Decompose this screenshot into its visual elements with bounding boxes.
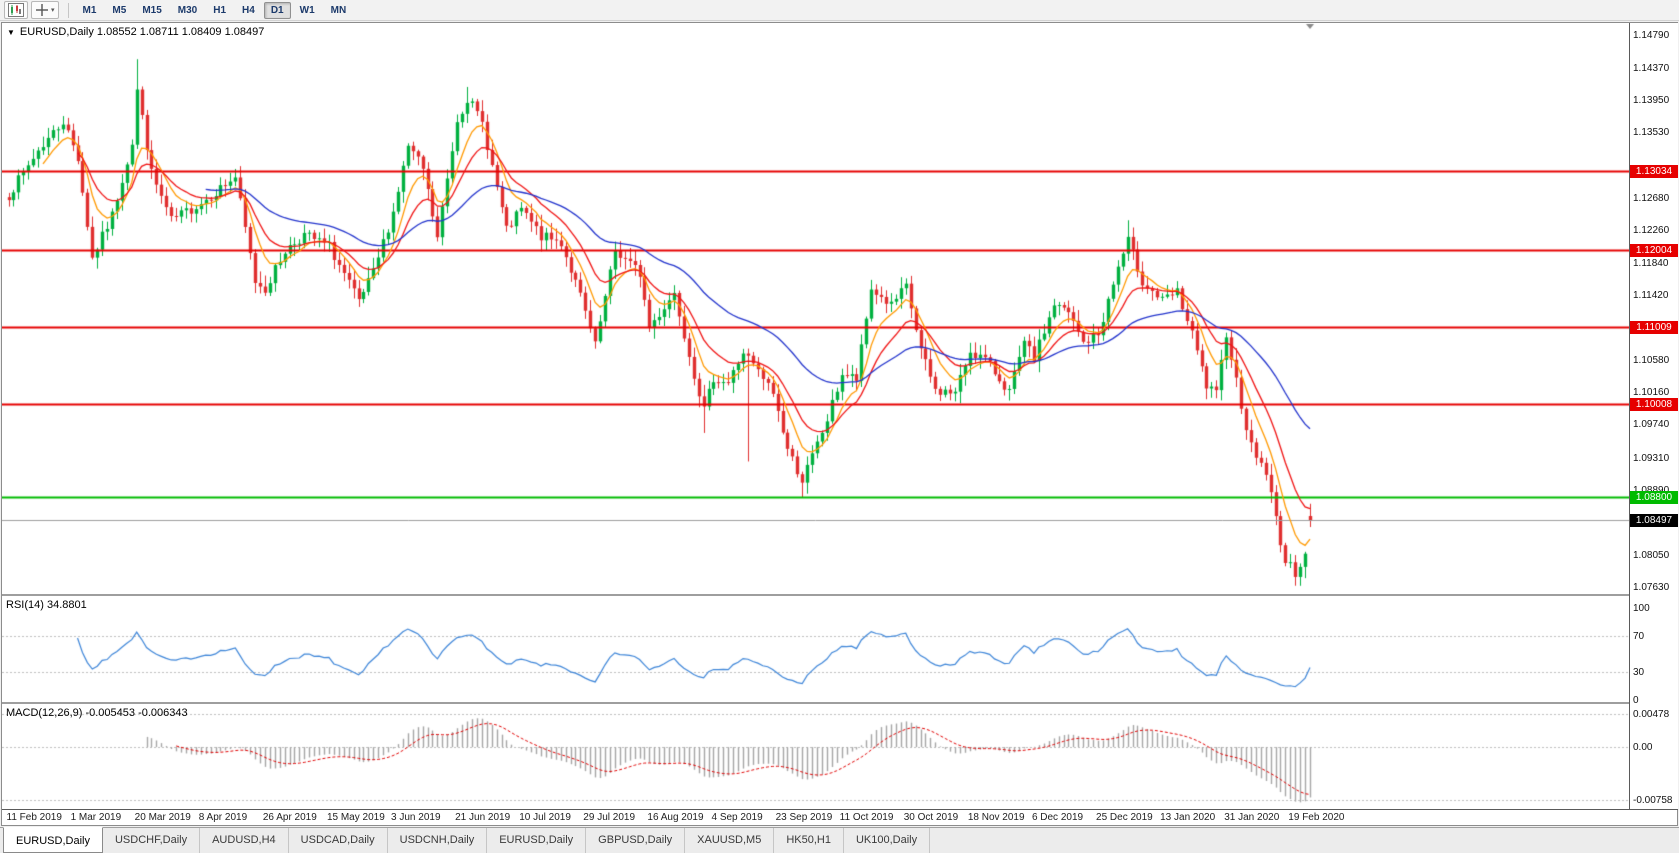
time-axis-label: 25 Dec 2019	[1096, 812, 1153, 823]
timeframe-button-h1[interactable]: H1	[213, 4, 227, 16]
time-axis-label: 19 Feb 2020	[1288, 812, 1345, 823]
timeframe-button-h4[interactable]: H4	[242, 4, 255, 16]
chart-tab-usdcad-daily[interactable]: USDCAD,Daily	[289, 828, 388, 853]
chart-tab-eurusd-daily[interactable]: EURUSD,Daily	[3, 827, 103, 853]
time-axis-label: 16 Aug 2019	[647, 812, 704, 823]
rsi-indicator-label: RSI(14) 34.8801	[6, 599, 87, 611]
timeframe-button-m30[interactable]: M30	[177, 4, 198, 16]
chart-window-icon[interactable]	[4, 1, 28, 19]
price-level-tag: 1.11009	[1630, 320, 1678, 334]
time-axis-label: 15 May 2019	[326, 812, 385, 823]
time-axis-label: 20 Mar 2019	[134, 812, 191, 823]
chart-title: ▼ EURUSD,Daily 1.08552 1.08711 1.08409 1…	[7, 26, 264, 38]
timeframe-button-m1[interactable]: M1	[82, 4, 97, 16]
timeframe-button-w1[interactable]: W1	[299, 4, 315, 16]
price-axis-label: 1.10580	[1633, 354, 1670, 366]
price-level-tag: 1.08800	[1630, 490, 1678, 504]
dropdown-caret-icon[interactable]: ▾	[51, 6, 55, 14]
macd-axis-label: 0.00	[1633, 742, 1653, 754]
time-axis-label: 31 Jan 2020	[1224, 812, 1280, 823]
time-axis-label: 13 Jan 2020	[1160, 812, 1216, 823]
chart-tab-usdcnh-daily[interactable]: USDCNH,Daily	[388, 828, 488, 853]
time-axis-label: 26 Apr 2019	[262, 812, 317, 823]
price-level-tag: 1.12004	[1630, 244, 1678, 257]
chart-tab-bar: EURUSD,Daily USDCHF,Daily AUDUSD,H4 USDCAD,…	[0, 827, 1679, 853]
crosshair-tool-icon[interactable]: ▾	[31, 1, 59, 19]
chart-title-text: EURUSD,Daily 1.08552 1.08711 1.08409 1.0…	[19, 26, 265, 38]
timeframe-button-d1[interactable]: D1	[263, 1, 291, 19]
time-axis-label: 11 Oct 2019	[839, 812, 894, 823]
chart-tab-uk100-daily[interactable]: UK100,Daily	[844, 828, 931, 853]
time-axis-label: 21 Jun 2019	[455, 812, 511, 823]
price-axis-label: 1.12260	[1633, 225, 1670, 237]
rsi-axis-label: 0	[1633, 695, 1639, 706]
time-axis-label: 30 Oct 2019	[903, 812, 959, 823]
price-axis-label: 1.13530	[1633, 127, 1670, 139]
macd-axis-label: -0.00758	[1633, 794, 1673, 806]
chart-tab-usdchf-daily[interactable]: USDCHF,Daily	[103, 828, 201, 853]
time-axis-label: 4 Sep 2019	[711, 812, 763, 823]
time-axis-label: 6 Dec 2019	[1031, 812, 1084, 823]
timeframe-button-mn[interactable]: MN	[330, 4, 347, 16]
timeframe-toolbar: M1 M5 M15 M30 H1 H4 D1 W1 MN	[75, 1, 355, 19]
chart-tab-eurusd-daily[interactable]: EURUSD,Daily	[487, 828, 587, 853]
price-axis-border	[1629, 23, 1630, 810]
rsi-axis-label: 30	[1633, 667, 1645, 679]
chart-tab-xauusd-m5[interactable]: XAUUSD,M5	[685, 828, 775, 853]
macd-indicator-label: MACD(12,26,9) -0.005453 -0.006343	[6, 707, 188, 719]
crosshair-glyph	[36, 4, 48, 16]
price-axis-label: 1.08050	[1633, 549, 1670, 561]
price-axis-label: 1.09740	[1633, 419, 1670, 431]
chart-window-glyph	[8, 3, 24, 17]
time-axis-label: 11 Feb 2019	[6, 812, 62, 823]
chart-tab-hk50-h1[interactable]: HK50,H1	[774, 828, 844, 853]
price-axis-label: 1.11420	[1633, 290, 1669, 301]
price-chart-canvas[interactable]	[2, 23, 1629, 594]
macd-panel-separator[interactable]	[2, 702, 1677, 704]
rsi-canvas[interactable]	[2, 596, 1629, 702]
price-level-tag: 1.13034	[1630, 164, 1678, 178]
price-axis-label: 1.14790	[1633, 30, 1670, 42]
rsi-axis-label: 70	[1633, 630, 1645, 642]
chart-collapse-icon[interactable]: ▼	[7, 27, 15, 37]
time-axis-label: 10 Jul 2019	[519, 812, 571, 823]
price-axis-label: 1.08890	[1633, 485, 1669, 496]
time-axis-border	[2, 809, 1678, 810]
timeframe-button-m5[interactable]: M5	[112, 4, 127, 16]
price-axis-label: 1.09310	[1633, 452, 1670, 464]
time-axis-label: 29 Jul 2019	[583, 812, 636, 823]
price-level-tag: 1.10008	[1630, 397, 1678, 411]
price-axis-label: 1.13950	[1633, 95, 1670, 107]
top-toolbar: ▾ M1 M5 M15 M30 H1 H4 D1 W1 MN	[0, 0, 1679, 21]
macd-canvas[interactable]	[2, 704, 1629, 809]
chart-tab-gbpusd-daily[interactable]: GBPUSD,Daily	[586, 828, 686, 853]
price-axis-label: 1.11840	[1633, 257, 1669, 269]
price-axis-label: 1.10160	[1633, 387, 1670, 399]
timeframe-button-m15[interactable]: M15	[142, 4, 162, 16]
macd-axis-label: 0.00478	[1633, 708, 1670, 720]
rsi-panel-separator[interactable]	[2, 594, 1677, 596]
price-axis-label: 1.12680	[1633, 192, 1670, 204]
rsi-axis-label: 100	[1633, 603, 1650, 614]
time-axis-label: 8 Apr 2019	[198, 812, 248, 823]
time-axis-label: 18 Nov 2019	[967, 812, 1025, 823]
time-axis-label: 1 Mar 2019	[70, 812, 122, 823]
time-axis-label: 3 Jun 2019	[391, 812, 441, 823]
bid-price-tag: 1.08497	[1630, 514, 1678, 528]
price-axis[interactable]	[1630, 23, 1678, 809]
time-axis[interactable]	[2, 810, 1629, 825]
price-axis-label: 1.07630	[1633, 582, 1670, 594]
price-axis-label: 1.14370	[1633, 62, 1670, 74]
chart-tab-audusd-h4[interactable]: AUDUSD,H4	[200, 828, 289, 853]
toolbar-separator	[67, 2, 69, 18]
time-axis-label: 23 Sep 2019	[775, 812, 833, 823]
